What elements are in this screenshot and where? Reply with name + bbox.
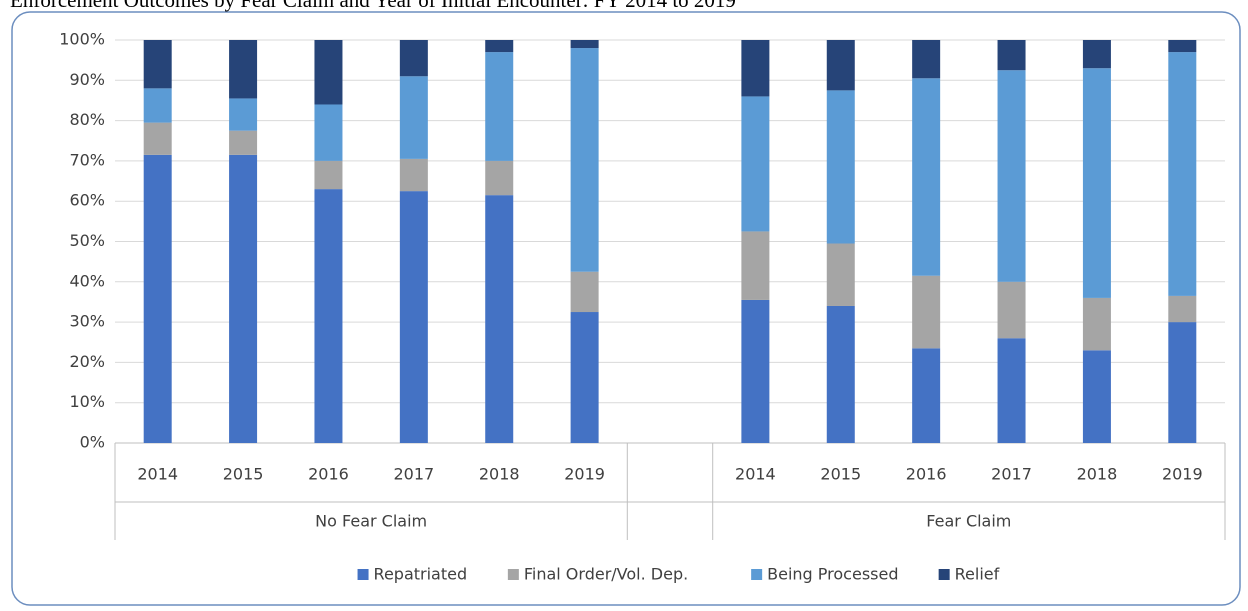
- legend-label: Relief: [955, 565, 1000, 584]
- x-tick-label: 2015: [223, 465, 264, 484]
- bar-segment: [229, 154, 258, 444]
- legend-label: Repatriated: [374, 565, 468, 584]
- y-tick-label: 40%: [69, 271, 105, 290]
- group-label: Fear Claim: [926, 512, 1011, 531]
- bar-segment: [143, 122, 172, 155]
- x-tick-label: 2016: [308, 465, 349, 484]
- x-tick-label: 2017: [393, 465, 434, 484]
- bar-segment: [570, 312, 599, 443]
- bar-segment: [314, 104, 343, 161]
- bar-segment: [912, 348, 941, 443]
- bar-segment: [485, 52, 514, 161]
- bar-segment: [399, 191, 428, 443]
- bar-segment: [399, 40, 428, 77]
- bar-segment: [314, 40, 343, 105]
- x-tick-label: 2016: [906, 465, 947, 484]
- x-tick-label: 2019: [1162, 465, 1203, 484]
- bar-segment: [997, 70, 1026, 282]
- bar-segment: [314, 160, 343, 190]
- y-tick-label: 30%: [69, 312, 105, 331]
- bar-segment: [1082, 297, 1111, 351]
- bar-segment: [485, 40, 514, 53]
- bar-segment: [1082, 40, 1111, 69]
- bar-segment: [1168, 295, 1197, 323]
- legend-swatch: [357, 569, 369, 580]
- y-tick-label: 50%: [69, 231, 105, 250]
- bar-segment: [997, 281, 1026, 339]
- bar-segment: [826, 243, 855, 306]
- y-tick-label: 60%: [69, 191, 105, 210]
- bar-segment: [741, 96, 770, 232]
- bar-segment: [229, 98, 258, 131]
- bar-segment: [997, 338, 1026, 443]
- bar-segment: [570, 40, 599, 49]
- group-label: No Fear Claim: [315, 512, 427, 531]
- legend-label: Being Processed: [767, 565, 898, 584]
- legend-swatch: [751, 569, 763, 580]
- bar-segment: [1082, 350, 1111, 443]
- bar-segment: [912, 40, 941, 79]
- bar-segment: [1168, 52, 1197, 296]
- bar-segment: [1082, 68, 1111, 298]
- bar-segment: [485, 160, 514, 196]
- bar-segment: [399, 158, 428, 192]
- bar-segment: [229, 130, 258, 155]
- bar-segment: [912, 78, 941, 276]
- y-tick-label: 0%: [80, 433, 105, 452]
- bar-segment: [741, 299, 770, 443]
- y-tick-label: 10%: [69, 392, 105, 411]
- x-tick-label: 2015: [820, 465, 861, 484]
- bar-segment: [399, 76, 428, 159]
- x-tick-label: 2014: [735, 465, 776, 484]
- y-tick-label: 70%: [69, 150, 105, 169]
- bar-segment: [485, 195, 514, 443]
- bar-segment: [314, 189, 343, 443]
- bar-segment: [143, 88, 172, 123]
- bar-segment: [1168, 322, 1197, 443]
- x-tick-label: 2018: [1077, 465, 1118, 484]
- y-tick-label: 100%: [59, 30, 105, 49]
- bar-segment: [570, 271, 599, 313]
- legend-swatch: [938, 569, 950, 580]
- chart-title: Enforcement Outcomes by Fear Claim and Y…: [10, 0, 736, 12]
- bar-segment: [997, 40, 1026, 71]
- bar-segment: [826, 40, 855, 91]
- bar-segment: [826, 90, 855, 244]
- bar-segment: [912, 275, 941, 349]
- x-tick-label: 2017: [991, 465, 1032, 484]
- x-tick-label: 2019: [564, 465, 605, 484]
- x-tick-label: 2018: [479, 465, 520, 484]
- y-tick-label: 20%: [69, 352, 105, 371]
- bar-segment: [741, 40, 770, 97]
- bar-segment: [143, 40, 172, 89]
- x-tick-label: 2014: [137, 465, 178, 484]
- bar-segment: [229, 40, 258, 99]
- legend-label: Final Order/Vol. Dep.: [524, 565, 688, 584]
- bar-segment: [143, 154, 172, 444]
- bar-segment: [1168, 40, 1197, 53]
- y-tick-label: 90%: [69, 70, 105, 89]
- bar-segment: [826, 305, 855, 443]
- legend-swatch: [507, 569, 519, 580]
- y-tick-label: 80%: [69, 110, 105, 129]
- bar-segment: [741, 231, 770, 300]
- chart-frame: [11, 11, 1241, 606]
- bar-segment: [570, 48, 599, 272]
